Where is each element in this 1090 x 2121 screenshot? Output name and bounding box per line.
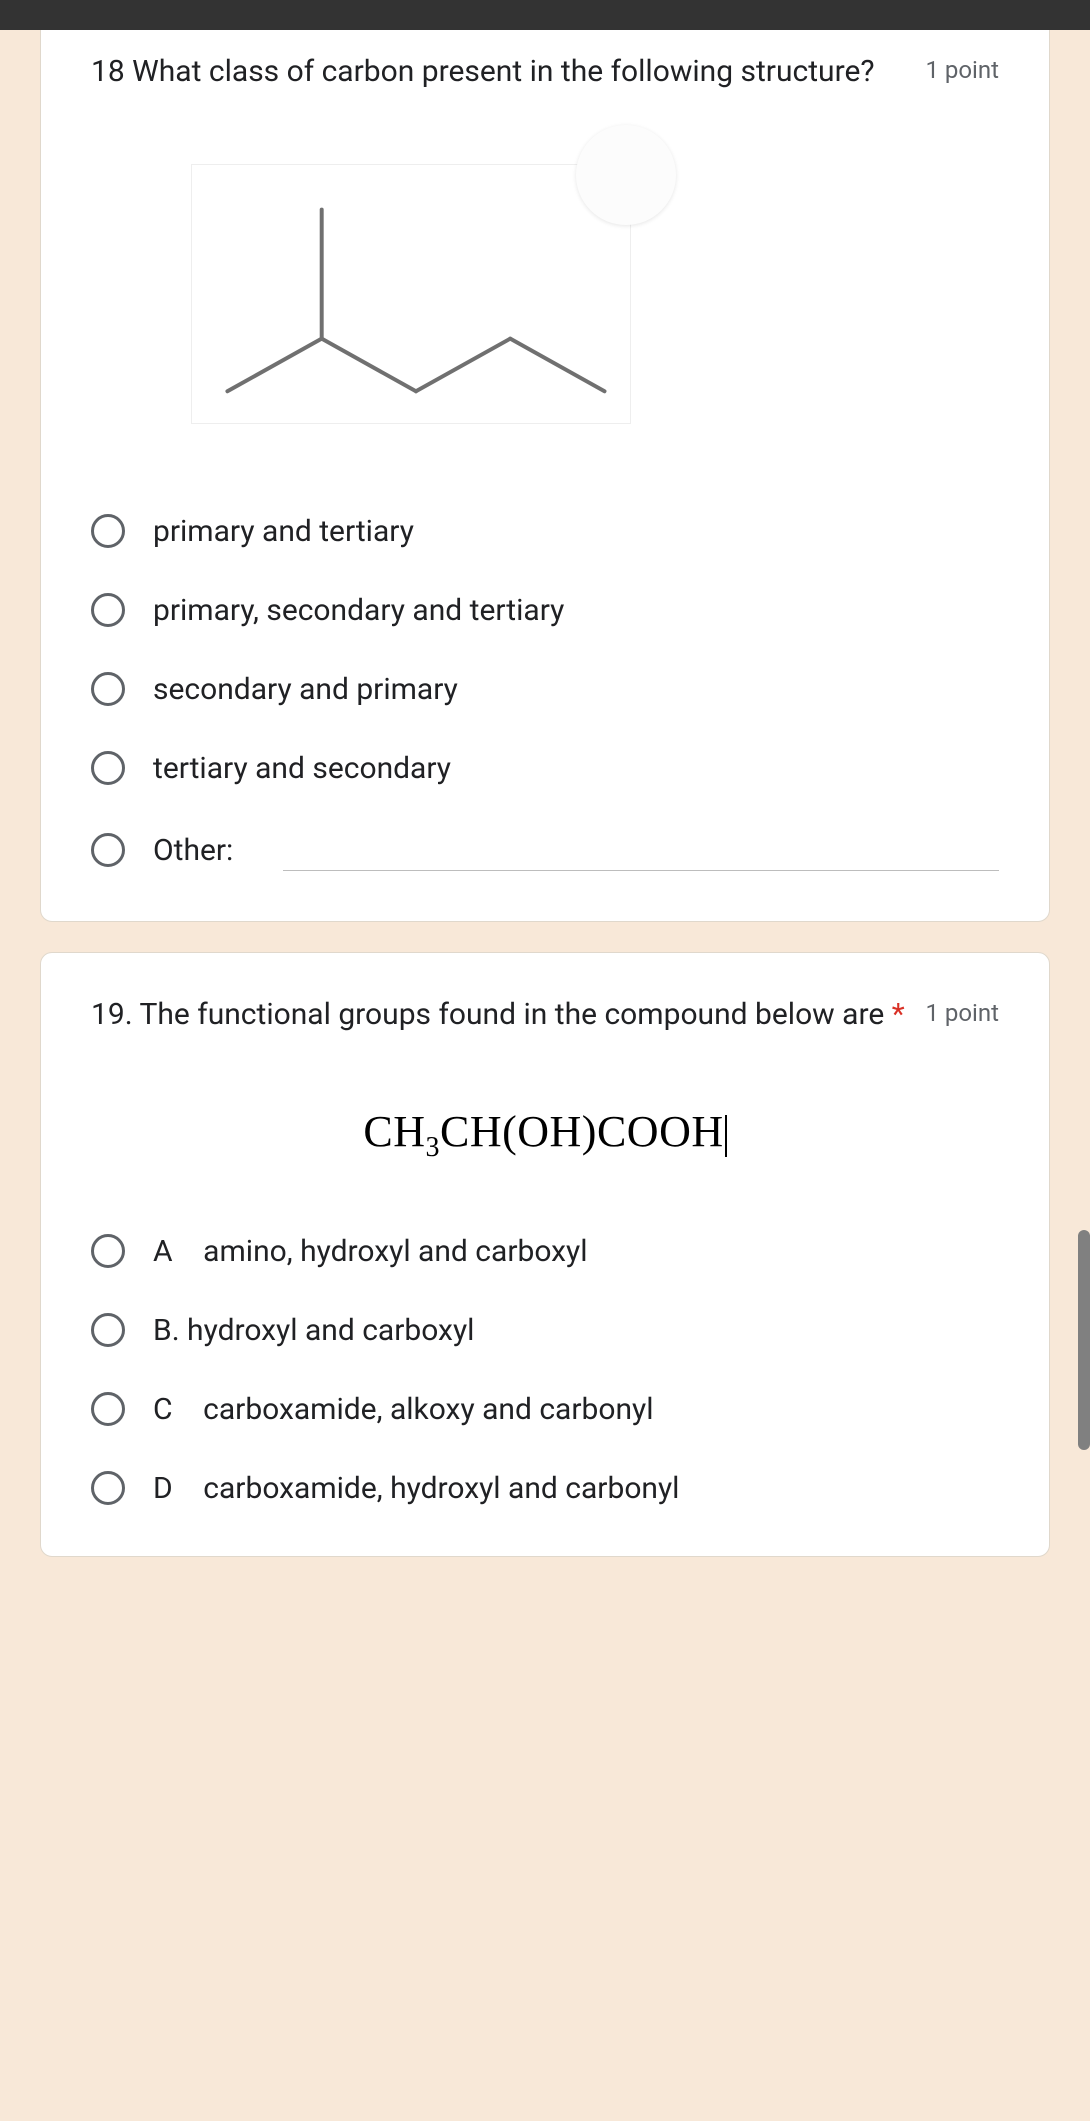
option-label: B. hydroxyl and carboxyl [153, 1313, 474, 1348]
question-card-18: 18 What class of carbon present in the f… [40, 30, 1050, 922]
question-text-span: 19. The functional groups found in the c… [91, 997, 884, 1032]
question-text: 19. The functional groups found in the c… [91, 993, 905, 1037]
chemical-formula: CH3CH(OH)COOH [363, 1106, 726, 1164]
skeletal-structure-svg [192, 165, 630, 423]
radio-button[interactable] [91, 1313, 125, 1347]
required-asterisk: * [892, 997, 905, 1032]
option-label: primary and tertiary [153, 514, 414, 549]
structure-image-area [91, 164, 999, 424]
radio-button[interactable] [91, 833, 125, 867]
radio-button[interactable] [91, 593, 125, 627]
option-label: C carboxamide, alkoxy and carbonyl [153, 1392, 654, 1427]
question-header: 19. The functional groups found in the c… [91, 993, 999, 1037]
radio-button[interactable] [91, 672, 125, 706]
options-group-19: A amino, hydroxyl and carboxyl B. hydroxy… [91, 1234, 999, 1506]
option-row[interactable]: B. hydroxyl and carboxyl [91, 1313, 999, 1348]
question-card-19: 19. The functional groups found in the c… [40, 952, 1050, 1557]
option-row[interactable]: D carboxamide, hydroxyl and carbonyl [91, 1471, 999, 1506]
question-header: 18 What class of carbon present in the f… [91, 50, 999, 94]
other-label: Other: [153, 833, 233, 868]
radio-button[interactable] [91, 751, 125, 785]
formula-area: CH3CH(OH)COOH [91, 1106, 999, 1164]
option-label: tertiary and secondary [153, 751, 451, 786]
option-row[interactable]: C carboxamide, alkoxy and carbonyl [91, 1392, 999, 1427]
question-text: 18 What class of carbon present in the f… [91, 50, 905, 94]
option-row[interactable]: primary and tertiary [91, 514, 999, 549]
option-label: secondary and primary [153, 672, 458, 707]
top-bar [0, 0, 1090, 30]
scroll-indicator[interactable] [1078, 1230, 1090, 1450]
points-label: 1 point [925, 50, 999, 84]
option-label: A amino, hydroxyl and carboxyl [153, 1234, 588, 1269]
radio-button[interactable] [91, 1471, 125, 1505]
option-row[interactable]: secondary and primary [91, 672, 999, 707]
option-label: primary, secondary and tertiary [153, 593, 564, 628]
radio-button[interactable] [91, 1234, 125, 1268]
option-row[interactable]: primary, secondary and tertiary [91, 593, 999, 628]
hint-circle [576, 125, 676, 225]
structure-frame [191, 164, 631, 424]
points-label: 1 point [925, 993, 999, 1027]
option-label: D carboxamide, hydroxyl and carbonyl [153, 1471, 679, 1506]
radio-button[interactable] [91, 1392, 125, 1426]
option-row[interactable]: tertiary and secondary [91, 751, 999, 786]
radio-button[interactable] [91, 514, 125, 548]
page-content: 18 What class of carbon present in the f… [0, 30, 1090, 1557]
options-group-18: primary and tertiary primary, secondary a… [91, 514, 999, 871]
other-input[interactable] [283, 830, 999, 871]
option-row[interactable]: A amino, hydroxyl and carboxyl [91, 1234, 999, 1269]
option-row-other[interactable]: Other: [91, 830, 999, 871]
